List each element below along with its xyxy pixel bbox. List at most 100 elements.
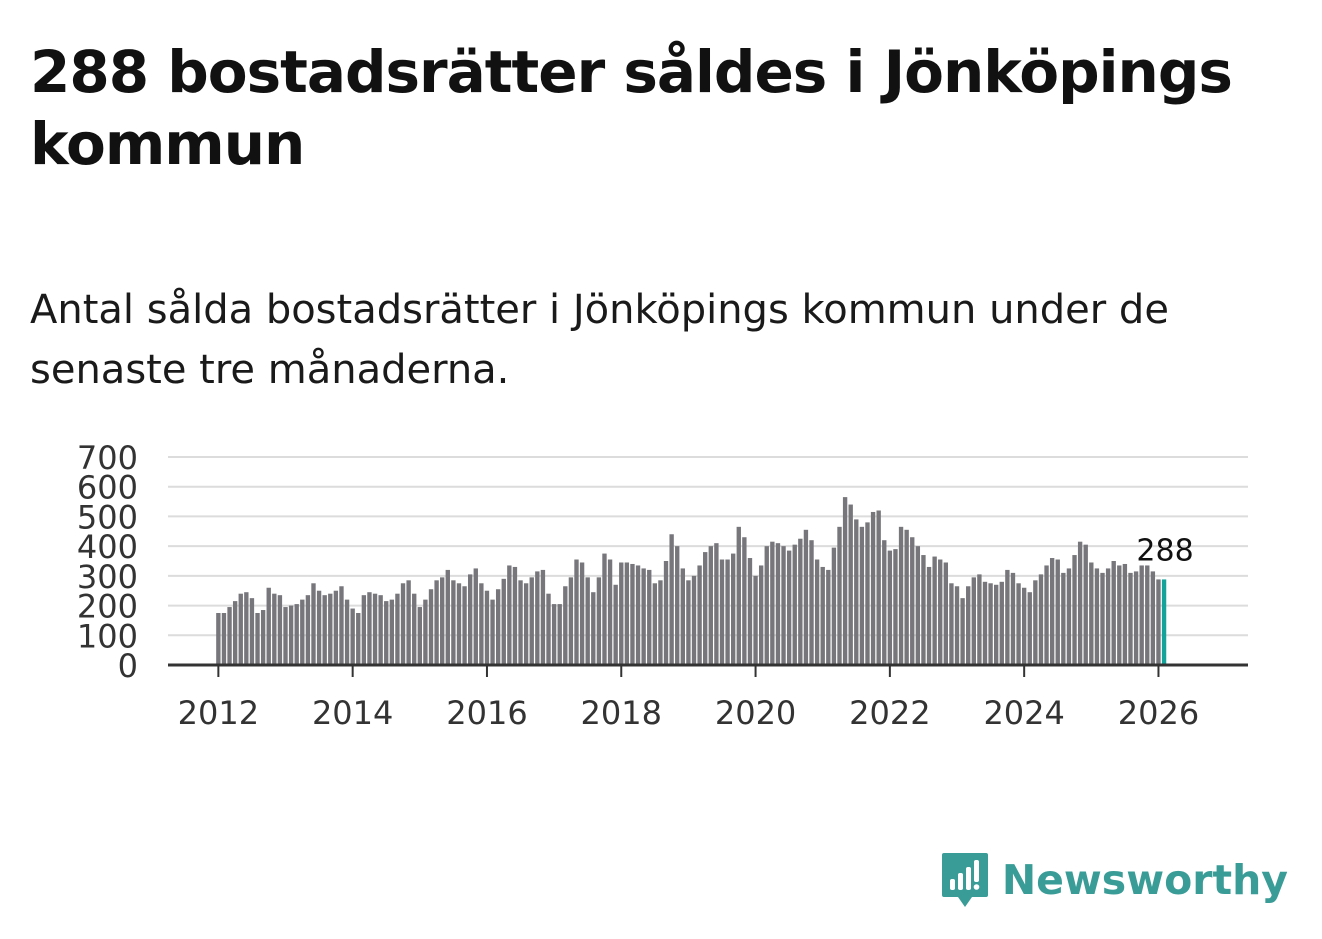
bar: [512, 566, 518, 665]
bar: [428, 589, 434, 665]
bar: [680, 568, 686, 665]
bar: [1156, 579, 1161, 665]
bar: [758, 565, 764, 665]
bar: [960, 598, 965, 665]
bar: [893, 549, 898, 665]
y-tick-label: 700: [77, 439, 138, 477]
bar: [445, 569, 450, 665]
bar: [260, 610, 266, 665]
bar: [775, 543, 781, 665]
bar: [535, 571, 540, 665]
bar: [831, 547, 837, 665]
bar: [842, 497, 848, 665]
bar: [551, 604, 557, 665]
bar: [546, 593, 551, 665]
data-label-latest: 288: [1136, 533, 1193, 568]
bar: [557, 604, 562, 665]
bar: [971, 577, 976, 665]
bar: [1072, 555, 1077, 665]
bar: [1100, 572, 1105, 665]
bar: [607, 559, 613, 665]
bar: [708, 546, 713, 665]
bar: [943, 562, 949, 665]
bar: [870, 511, 876, 665]
bar: [999, 581, 1004, 665]
bar: [792, 544, 797, 665]
bar: [367, 592, 372, 665]
bar: [507, 565, 512, 665]
bar: [798, 538, 803, 665]
bar: [1145, 565, 1150, 665]
bar: [322, 595, 327, 665]
bar: [658, 580, 663, 665]
bar: [1038, 574, 1044, 665]
bar: [216, 613, 221, 665]
bar: [356, 613, 361, 665]
y-tick-label: 100: [77, 617, 138, 655]
bar: [882, 540, 887, 665]
bar: [641, 568, 646, 665]
bar: [1077, 541, 1083, 665]
bar: [221, 613, 227, 665]
bar: [675, 546, 680, 665]
bar: [1027, 592, 1032, 665]
bar: [686, 580, 691, 665]
bar: [579, 562, 585, 665]
bar: [747, 558, 753, 665]
bar: [691, 575, 697, 665]
bar: [501, 578, 506, 665]
bar: [982, 581, 988, 665]
bar: [854, 519, 859, 665]
bar: [305, 595, 311, 665]
bar: [227, 607, 232, 665]
bar-chart-speech-bubble-icon: [941, 853, 988, 907]
x-tick-label: 2024: [983, 694, 1064, 732]
bar: [1066, 568, 1072, 665]
bar: [1044, 565, 1049, 665]
bar: [887, 550, 893, 665]
bar: [988, 583, 993, 665]
y-tick-label: 600: [77, 469, 138, 507]
bar: [395, 593, 400, 665]
brand-name: Newsworthy: [1001, 856, 1288, 904]
bar: [932, 556, 937, 665]
bar: [300, 599, 305, 665]
bar: [574, 559, 579, 665]
bar: [529, 577, 534, 665]
bar: [1049, 558, 1055, 665]
bar: [921, 555, 926, 665]
bar: [440, 577, 445, 665]
x-tick-label: 2018: [581, 694, 662, 732]
bar: [730, 553, 736, 665]
bar: [1139, 565, 1144, 665]
bar: [389, 599, 395, 665]
x-tick-label: 2026: [1118, 694, 1199, 732]
bar: [591, 592, 596, 665]
bar: [1150, 571, 1156, 665]
bar: [904, 529, 909, 665]
bar: [764, 546, 769, 665]
bar: [294, 604, 299, 665]
bar: [602, 553, 607, 665]
bar: [412, 593, 417, 665]
bar: [563, 586, 568, 665]
bar: [803, 529, 809, 665]
bar: [434, 580, 439, 665]
bar: [585, 577, 590, 665]
bar: [1061, 572, 1066, 665]
bar: [277, 595, 283, 665]
bar: [1122, 563, 1128, 665]
bar: [898, 526, 904, 665]
y-tick-label: 400: [77, 528, 138, 566]
x-tick-label: 2016: [446, 694, 527, 732]
bar: [859, 526, 865, 665]
bar: [238, 593, 243, 665]
bar: [725, 559, 730, 665]
page-title: 288 bostadsrätter såldes i Jönköpings ko…: [30, 38, 1233, 178]
bar: [333, 590, 339, 665]
bar: [1094, 568, 1100, 665]
bar: [1021, 587, 1027, 665]
bar: [400, 583, 406, 665]
bar: [820, 566, 825, 665]
